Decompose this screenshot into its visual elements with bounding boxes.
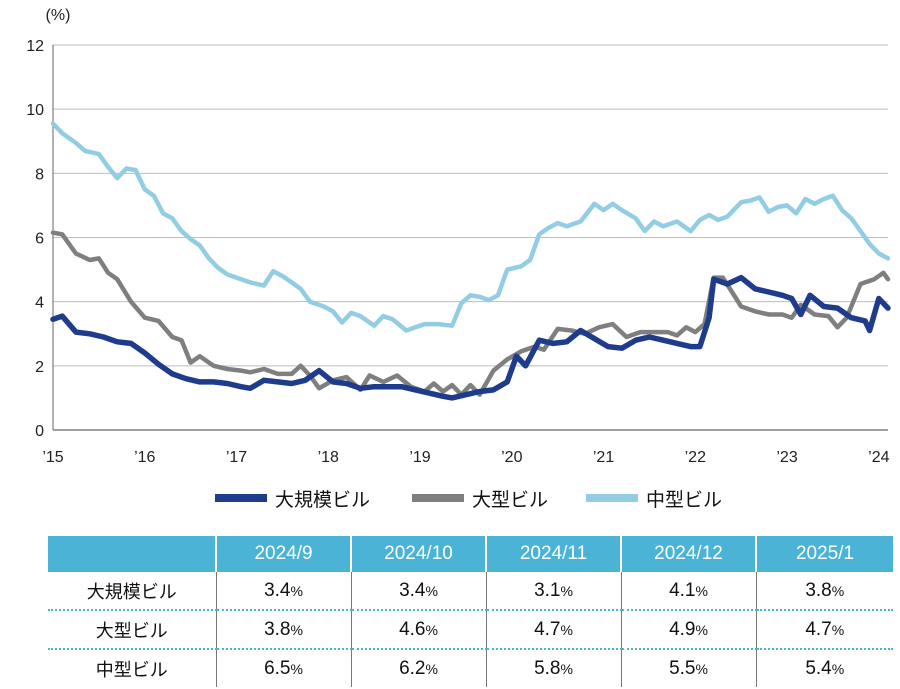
cell-unit: % bbox=[831, 582, 845, 599]
table-cell: 3.8% bbox=[215, 610, 351, 650]
table-cell: 5.4% bbox=[755, 649, 893, 687]
x-tick-label: ’16 bbox=[134, 449, 155, 466]
cell-value: 3.4 bbox=[399, 579, 426, 601]
y-tick-label: 10 bbox=[26, 102, 44, 119]
cell-unit: % bbox=[695, 621, 708, 638]
table-cell: 6.5% bbox=[215, 649, 351, 687]
cell-unit: % bbox=[560, 582, 573, 599]
large-building-line bbox=[50, 230, 891, 397]
y-axis-ticks: 0 2 4 6 8 10 12 bbox=[26, 38, 44, 440]
cell-value: 4.9 bbox=[669, 618, 696, 640]
table-cell: 3.8% bbox=[755, 572, 893, 611]
table-cell: 3.4% bbox=[215, 572, 351, 611]
legend-swatch-large bbox=[412, 494, 464, 502]
large-scale-building-line bbox=[50, 274, 891, 401]
cell-unit: % bbox=[425, 621, 438, 638]
table-cell: 4.7% bbox=[485, 610, 621, 650]
legend: 大規模ビル 大型ビル 中型ビル bbox=[0, 484, 900, 512]
row-label: 中型ビル bbox=[95, 659, 168, 681]
table-row: 大型ビル 3.8% 4.6% 4.7% 4.9% 4.7% bbox=[48, 610, 893, 650]
table-cell: 6.2% bbox=[350, 649, 486, 687]
table-cell: 3.4% bbox=[350, 572, 486, 611]
cell-value: 6.5 bbox=[264, 657, 291, 679]
x-tick-label: ’24 bbox=[868, 449, 889, 466]
legend-item-large: 大型ビル bbox=[412, 484, 548, 512]
cell-unit: % bbox=[560, 660, 573, 677]
y-tick-label: 0 bbox=[35, 423, 44, 440]
cell-unit: % bbox=[290, 582, 303, 599]
y-tick-label: 2 bbox=[35, 359, 44, 376]
legend-label-large-scale: 大規模ビル bbox=[275, 488, 371, 511]
column-header: 2024/10 bbox=[350, 536, 486, 572]
table-cell: 4.1% bbox=[620, 572, 756, 611]
cell-unit: % bbox=[695, 582, 708, 599]
cell-unit: % bbox=[290, 660, 303, 677]
series-lines bbox=[50, 121, 891, 401]
cell-value: 3.4 bbox=[264, 579, 291, 601]
cell-unit: % bbox=[425, 660, 438, 677]
cell-value: 3.1 bbox=[534, 579, 561, 601]
table-cell: 4.6% bbox=[350, 610, 486, 650]
cell-value: 5.5 bbox=[669, 657, 696, 679]
legend-swatch-large-scale bbox=[215, 494, 267, 502]
grid-lines bbox=[52, 44, 888, 431]
x-tick-label: ’22 bbox=[685, 449, 706, 466]
cell-unit: % bbox=[831, 660, 845, 677]
legend-item-medium: 中型ビル bbox=[586, 484, 722, 512]
y-tick-label: 8 bbox=[35, 166, 44, 183]
table-cell: 5.8% bbox=[485, 649, 621, 687]
y-unit-label: (%) bbox=[46, 7, 71, 24]
x-tick-label: ’17 bbox=[226, 449, 247, 466]
vacancy-rate-chart: (%) 0 2 4 6 8 10 12 ’15 ’16 ’17 ’18 ’19 ’20 ’21 ’22 ’2… bbox=[26, 7, 891, 466]
cell-value: 6.2 bbox=[399, 657, 426, 679]
column-header: 2024/9 bbox=[215, 536, 351, 572]
table-row: 大規模ビル 3.4% 3.4% 3.1% 4.1% 3.8% bbox=[48, 572, 893, 611]
table-header-row: 2024/9 2024/10 2024/11 2024/12 2025/1 bbox=[48, 536, 893, 572]
cell-value: 3.8 bbox=[805, 579, 832, 601]
x-axis-ticks: ’15 ’16 ’17 ’18 ’19 ’20 ’21 ’22 ’23 ’24 bbox=[42, 449, 889, 466]
table-corner-cell bbox=[48, 536, 216, 572]
x-tick-label: ’19 bbox=[409, 449, 430, 466]
legend-label-medium: 中型ビル bbox=[646, 488, 723, 511]
x-tick-label: ’18 bbox=[318, 449, 339, 466]
cell-value: 3.8 bbox=[264, 618, 291, 640]
cell-value: 4.7 bbox=[534, 618, 561, 640]
cell-value: 4.7 bbox=[805, 618, 832, 640]
cell-unit: % bbox=[560, 621, 573, 638]
table-cell: 3.1% bbox=[485, 572, 621, 611]
cell-value: 5.8 bbox=[534, 657, 561, 679]
column-header: 2024/12 bbox=[620, 536, 756, 572]
cell-value: 4.6 bbox=[399, 618, 426, 640]
column-header: 2024/11 bbox=[485, 536, 621, 572]
y-tick-label: 4 bbox=[35, 295, 44, 312]
row-label: 大型ビル bbox=[48, 610, 216, 650]
medium-building-line bbox=[50, 121, 891, 333]
legend-swatch-medium bbox=[586, 494, 638, 502]
vacancy-table: 2024/9 2024/10 2024/11 2024/12 2025/1 大規… bbox=[48, 536, 893, 687]
y-tick-label: 12 bbox=[26, 38, 44, 55]
table-row: 中型ビル 6.5% 6.2% 5.8% 5.5% 5.4% bbox=[48, 649, 893, 687]
table-cell: 4.7% bbox=[755, 610, 893, 650]
y-tick-label: 6 bbox=[35, 231, 44, 248]
cell-value: 4.1 bbox=[669, 579, 696, 601]
x-tick-label: ’23 bbox=[776, 449, 797, 466]
legend-label-large: 大型ビル bbox=[472, 488, 549, 511]
x-tick-label: ’15 bbox=[42, 449, 63, 466]
x-tick-label: ’20 bbox=[501, 449, 522, 466]
cell-unit: % bbox=[425, 582, 438, 599]
cell-unit: % bbox=[695, 660, 708, 677]
cell-value: 5.4 bbox=[805, 657, 832, 679]
cell-unit: % bbox=[831, 621, 845, 638]
column-header: 2025/1 bbox=[755, 536, 893, 572]
legend-item-large-scale: 大規模ビル bbox=[215, 484, 370, 512]
row-label: 大規模ビル bbox=[48, 572, 216, 611]
table-cell: 4.9% bbox=[620, 610, 756, 650]
table-cell: 5.5% bbox=[620, 649, 756, 687]
x-tick-label: ’21 bbox=[593, 449, 614, 466]
cell-unit: % bbox=[290, 621, 303, 638]
